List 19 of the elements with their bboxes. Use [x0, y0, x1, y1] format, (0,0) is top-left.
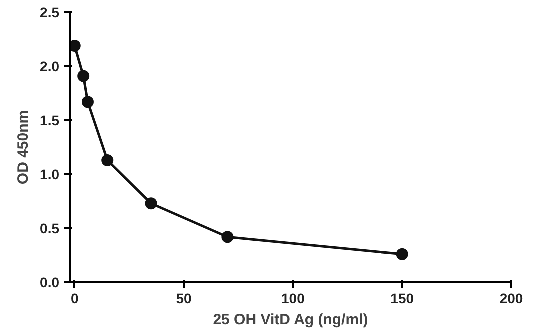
- x-axis-title: 25 OH VitD Ag (ng/ml): [213, 312, 368, 328]
- point: [82, 96, 94, 108]
- point: [78, 70, 90, 82]
- x-tick-label: 0: [70, 290, 79, 306]
- y-axis-title: OD 450nm: [15, 110, 32, 185]
- x-tick-label: 150: [390, 290, 414, 306]
- x-tick-label: 200: [500, 290, 524, 306]
- y-tick-label: 0.0: [40, 274, 60, 290]
- y-tick-label: 2.5: [40, 4, 60, 20]
- y-tick-label: 1.5: [40, 112, 60, 128]
- x-tick-label: 100: [282, 290, 306, 306]
- point: [145, 198, 158, 210]
- point: [102, 154, 114, 166]
- point: [396, 248, 408, 260]
- point: [222, 231, 234, 244]
- x-tick-label: 50: [176, 290, 192, 306]
- y-tick-label: 1.0: [40, 166, 60, 182]
- y-tick-label: 0.5: [40, 220, 60, 236]
- y-tick-label: 2.0: [40, 58, 60, 74]
